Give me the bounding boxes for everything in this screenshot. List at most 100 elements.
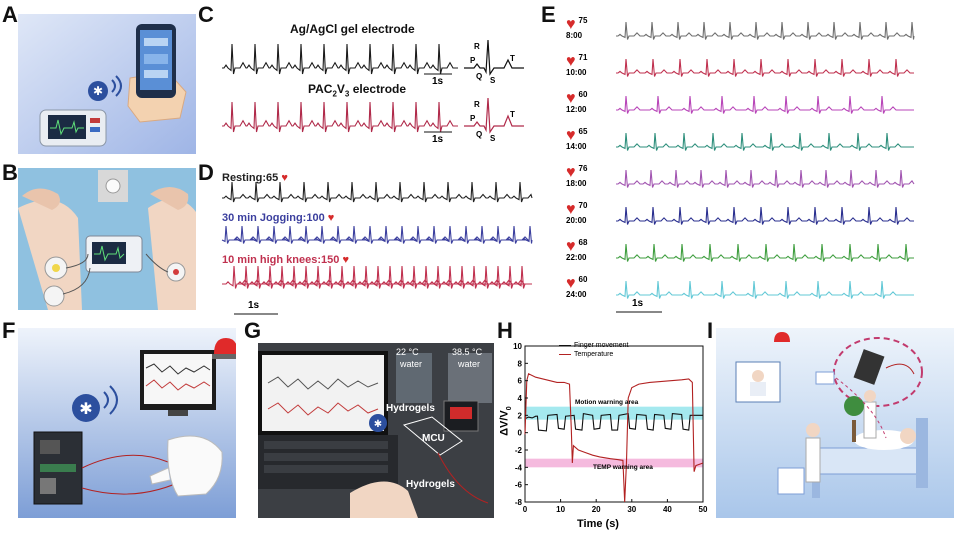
- heart-icon: ♥: [566, 127, 576, 144]
- legend-temperature: Temperature: [559, 351, 613, 358]
- knees-ecg-line: [222, 265, 532, 289]
- wave-q-label: Q: [476, 72, 483, 81]
- resting-label: Resting:65 ♥: [222, 172, 288, 184]
- scale-label-e: 1s: [632, 298, 644, 309]
- pac-electrode-title: PAC2V3 electrode: [308, 82, 407, 99]
- knees-ecg-trace: [222, 265, 532, 289]
- heart-rate-row-label: ♥ 76 18:00: [566, 164, 614, 188]
- time-value: 18:00: [566, 179, 587, 188]
- y-axis-label: ΔV/V0: [498, 406, 513, 436]
- bpm-value: 76: [578, 164, 588, 173]
- x-tick-label: 40: [663, 505, 672, 514]
- heart-icon: ♥: [281, 172, 288, 184]
- heart-rate-row-label: ♥ 60 12:00: [566, 90, 614, 114]
- heart-rate-row-label: ♥ 70 20:00: [566, 201, 614, 225]
- hydrogels-top-label: Hydrogels: [386, 403, 435, 414]
- svg-text:✱: ✱: [374, 419, 382, 430]
- legend-finger: Finger movement: [559, 342, 628, 349]
- time-value: 24:00: [566, 290, 587, 299]
- heart-icon: ♥: [566, 90, 576, 107]
- heart-rate-row-label: ♥ 71 10:00: [566, 53, 614, 77]
- panel-c: Ag/AgCl gel electrode PAC2V3 electrode 1…: [212, 10, 542, 160]
- panel-label-f: F: [2, 318, 16, 343]
- heart-icon: ♥: [342, 254, 349, 266]
- heart-rate-row-label: ♥ 65 14:00: [566, 127, 614, 151]
- water-left-label: water: [400, 359, 423, 369]
- y-tick-label: 2: [518, 411, 523, 420]
- bpm-value: 70: [578, 201, 588, 210]
- bluetooth-icon: [369, 414, 387, 432]
- panel-a-illustration: ✱: [18, 14, 196, 154]
- y-tick-label: 8: [518, 359, 523, 368]
- bpm-value: 60: [578, 90, 588, 99]
- time-value: 22:00: [566, 253, 587, 262]
- bluetooth-icon: [88, 81, 108, 101]
- wave-r-label: R: [474, 42, 480, 51]
- wave-s-label-pac: S: [490, 134, 496, 143]
- gel-beat-inset: [464, 39, 524, 76]
- temp-right-label: 38.5 °C: [452, 347, 483, 357]
- bpm-value: 68: [578, 238, 588, 247]
- time-value: 10:00: [566, 68, 587, 77]
- x-tick-label: 30: [627, 505, 636, 514]
- jogging-ecg-trace: [221, 225, 533, 244]
- heart-icon: ♥: [566, 201, 576, 218]
- panel-label-e: E: [541, 2, 556, 27]
- heart-icon: ♥: [566, 164, 576, 181]
- heart-rate-row-label: ♥ 60 24:00: [566, 275, 614, 299]
- hydrogels-bottom-label: Hydrogels: [406, 479, 455, 490]
- wave-q-label-pac: Q: [476, 130, 483, 139]
- time-value: 8:00: [566, 31, 583, 40]
- mcu-label: MCU: [422, 433, 445, 444]
- x-tick-label: 0: [523, 505, 528, 514]
- panel-h-chart: 0 10 20 30 40 50 10 8 6 4 2 0 -2 -4 -6 -8 Finger moveme…: [497, 336, 709, 532]
- bpm-value: 65: [578, 127, 588, 136]
- ecg-row-line: [616, 58, 914, 77]
- scale-label-pac: 1s: [432, 134, 444, 145]
- y-tick-label: 10: [513, 342, 522, 351]
- bpm-value: 71: [578, 53, 588, 62]
- wave-t-label: T: [510, 54, 515, 63]
- ecg-row-line: [616, 280, 914, 299]
- scale-label-gel: 1s: [432, 76, 444, 87]
- resting-ecg-trace: [222, 181, 533, 203]
- wave-t-label-pac: T: [510, 110, 515, 119]
- heart-icon: ♥: [566, 275, 576, 292]
- x-tick-label: 50: [699, 505, 708, 514]
- temp-warning-annotation: TEMP warning area: [593, 464, 653, 471]
- panel-label-b: B: [2, 160, 18, 185]
- panel-f-illustration: ✱: [18, 328, 236, 518]
- panel-g-photo: ✱ 22 °C water 38.5 °C water Hydrogels MC…: [258, 343, 494, 518]
- y-tick-label: -8: [515, 498, 523, 507]
- ecg-row-line: [616, 206, 914, 225]
- wave-p-label-pac: P: [470, 114, 476, 123]
- ecg-row-line: [616, 21, 915, 40]
- y-tick-label: 0: [518, 429, 523, 438]
- x-tick-label: 10: [556, 505, 565, 514]
- wave-s-label: S: [490, 76, 496, 85]
- gel-ecg-line: [222, 43, 458, 75]
- svg-text:✱: ✱: [93, 84, 103, 98]
- knees-label: 10 min high knees:150 ♥: [222, 254, 349, 266]
- panel-i-illustration: [716, 328, 954, 518]
- pac-ecg-line: [222, 101, 458, 133]
- pac-ecg-trace: [222, 101, 458, 133]
- x-tick-label: 20: [592, 505, 601, 514]
- time-value: 20:00: [566, 216, 587, 225]
- svg-text:✱: ✱: [79, 401, 92, 418]
- panel-label-h: H: [497, 318, 513, 343]
- ecg-row-line: [616, 169, 915, 188]
- series-line-finger-movement: [524, 412, 703, 432]
- temp-left-label: 22 °C: [396, 347, 419, 357]
- heart-rate-row-label: ♥ 68 22:00: [566, 238, 614, 262]
- panel-label-d: D: [198, 160, 214, 185]
- heart-rate-row-label: ♥ 75 8:00: [566, 16, 614, 40]
- jogging-ecg-line: [221, 225, 533, 244]
- panel-b-photo: [18, 168, 196, 310]
- heart-icon: ♥: [566, 238, 576, 255]
- temp-warning-band: [525, 458, 703, 468]
- ecg-row-line: [616, 243, 914, 262]
- alarm-icon: [214, 338, 236, 354]
- x-axis-label: Time (s): [577, 518, 619, 530]
- bpm-value: 60: [578, 275, 588, 284]
